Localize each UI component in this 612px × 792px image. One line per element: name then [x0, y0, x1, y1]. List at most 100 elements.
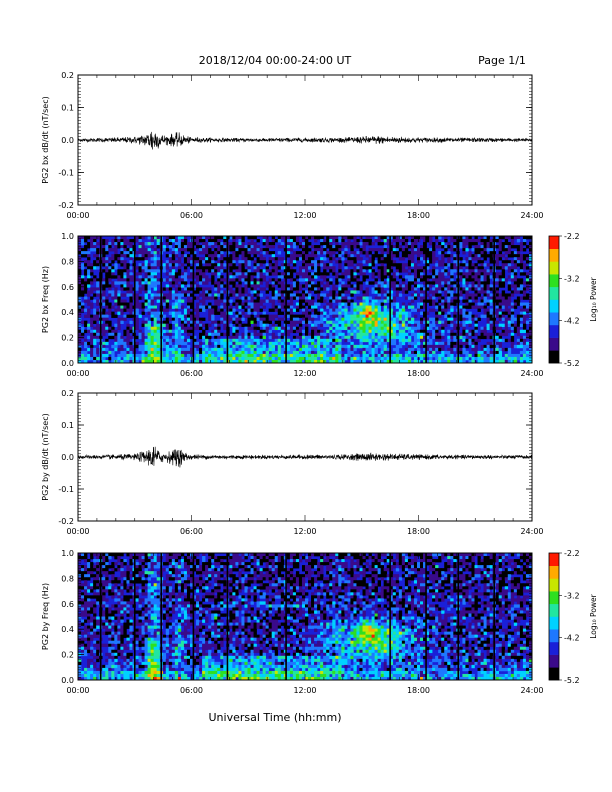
- spectrogram-cell: [480, 272, 484, 276]
- spectrogram-cell: [507, 242, 512, 246]
- spectrogram-cell: [153, 293, 157, 297]
- spectrogram-cell: [471, 242, 475, 246]
- spectrogram-cell: [362, 329, 366, 334]
- spectrogram-cell: [93, 239, 97, 243]
- spectrogram-cell: [416, 320, 421, 324]
- spectrogram-cell: [353, 311, 357, 315]
- spectrogram-cell: [174, 299, 179, 303]
- spectrogram-cell: [141, 323, 145, 328]
- spectrogram-cell: [413, 248, 418, 252]
- spectrogram-cell: [235, 350, 239, 355]
- spectrogram-cell: [295, 341, 300, 346]
- spectrogram-cell: [468, 272, 472, 276]
- spectrogram-cell: [259, 323, 263, 328]
- spectrogram-cell: [193, 254, 197, 258]
- spectrogram-cell: [171, 317, 176, 321]
- spectrogram-cell: [271, 269, 276, 273]
- spectrogram-cell: [271, 245, 276, 249]
- spectrogram-cell: [450, 278, 454, 282]
- spectrogram-cell: [199, 347, 203, 352]
- spectrogram-cell: [208, 302, 212, 306]
- spectrogram-cell: [96, 350, 100, 355]
- spectrogram-cell: [117, 275, 121, 279]
- spectrogram-cell: [525, 302, 530, 306]
- spectrogram-cell: [126, 284, 130, 288]
- spectrogram-cell: [501, 359, 506, 364]
- spectrogram-cell: [447, 359, 451, 364]
- spectrogram-cell: [235, 335, 239, 340]
- spectrogram-cell: [78, 341, 82, 346]
- spectrogram-cell: [480, 263, 484, 267]
- spectrogram-cell: [410, 296, 415, 300]
- spectrogram-cell: [120, 302, 124, 306]
- spectrogram-cell: [468, 332, 472, 337]
- spectrogram-cell: [471, 347, 475, 352]
- spectrogram-cell: [180, 323, 185, 328]
- spectrogram-cell: [256, 344, 260, 349]
- spectrogram-cell: [441, 308, 445, 312]
- spectrogram-cell: [386, 251, 391, 255]
- spectrogram-cell: [156, 245, 161, 249]
- spectrogram-cell: [117, 260, 121, 264]
- spectrogram-cell: [453, 299, 457, 303]
- spectrogram-cell: [277, 356, 282, 361]
- spectrogram-cell: [289, 284, 294, 288]
- spectrogram-cell: [292, 281, 297, 285]
- spectrogram-cell: [350, 332, 354, 337]
- spectrogram-cell: [217, 281, 221, 285]
- spectrogram-cell: [250, 305, 254, 309]
- spectrogram-cell: [395, 323, 400, 328]
- spectrogram-cell: [247, 251, 251, 255]
- spectrogram-cell: [435, 263, 439, 267]
- spectrogram-cell: [377, 269, 381, 273]
- spectrogram-cell: [135, 272, 139, 276]
- spectrogram-cell: [308, 278, 312, 282]
- spectrogram-cell: [501, 275, 506, 279]
- spectrogram-cell: [344, 248, 348, 252]
- spectrogram-cell: [516, 290, 521, 294]
- spectrogram-cell: [199, 320, 203, 324]
- spectrogram-cell: [338, 308, 342, 312]
- spectrogram-cell: [244, 272, 248, 276]
- spectrogram-cell: [87, 326, 91, 331]
- spectrogram-cell: [392, 347, 397, 352]
- spectrogram-cell: [326, 314, 330, 318]
- spectrogram-cell: [153, 335, 157, 340]
- spectrogram-cell: [453, 293, 457, 297]
- spectrogram-cell: [96, 308, 100, 312]
- spectrogram-cell: [171, 269, 176, 273]
- spectrogram-cell: [404, 275, 409, 279]
- spectrogram-cell: [438, 305, 442, 309]
- spectrogram-cell: [438, 314, 442, 318]
- spectrogram-cell: [120, 284, 124, 288]
- spectrogram-cell: [320, 287, 324, 291]
- spectrogram-cell: [450, 245, 454, 249]
- spectrogram-cell: [135, 359, 139, 364]
- spectrogram-cell: [395, 254, 400, 258]
- spectrogram-cell: [498, 272, 503, 276]
- spectrogram-cell: [105, 320, 109, 324]
- spectrogram-cell: [398, 341, 403, 346]
- spectrogram-cell: [371, 302, 375, 306]
- spectrogram-cell: [395, 263, 400, 267]
- spectrogram-cell: [298, 356, 303, 361]
- spectrogram-cell: [513, 323, 518, 328]
- spectrogram-cell: [317, 260, 321, 264]
- spectrogram-cell: [193, 341, 197, 346]
- spectrogram-cell: [380, 269, 384, 273]
- spectrogram-cell: [171, 329, 176, 334]
- spectrogram-cell: [238, 338, 242, 343]
- spectrogram-cell: [359, 251, 363, 255]
- spectrogram-cell: [202, 323, 206, 328]
- spectrogram-cell: [350, 335, 354, 340]
- spectrogram-cell: [353, 257, 357, 261]
- spectrogram-cell: [404, 251, 409, 255]
- spectrogram-cell: [362, 344, 366, 349]
- spectrogram-cell: [525, 257, 530, 261]
- spectrogram-cell: [153, 317, 157, 321]
- spectrogram-cell: [320, 251, 324, 255]
- spectrogram-cell: [407, 317, 412, 321]
- spectrogram-cell: [193, 335, 197, 340]
- spectrogram-cell: [465, 338, 469, 343]
- spectrogram-cell: [438, 338, 442, 343]
